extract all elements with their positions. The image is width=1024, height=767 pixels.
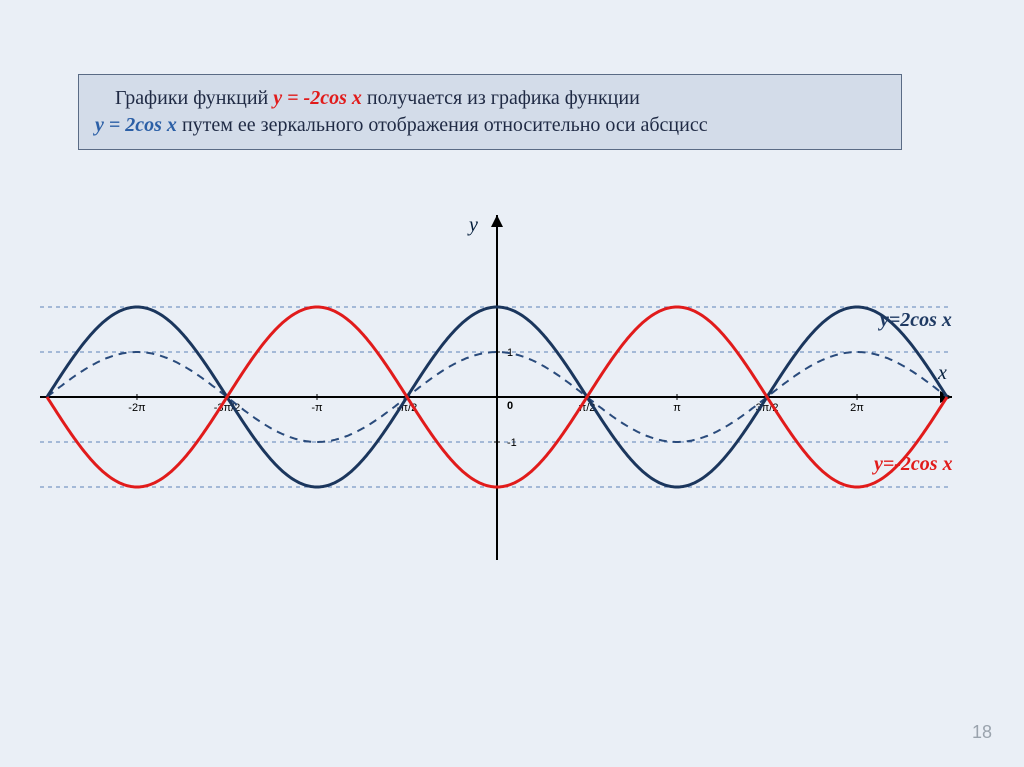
svg-text:y: y [467, 214, 478, 236]
svg-text:π: π [673, 402, 681, 414]
slide: { "title": { "line1_prefix": "\u00a0\u00… [0, 0, 1024, 767]
svg-text:0: 0 [507, 400, 513, 412]
svg-text:-π: -π [311, 402, 323, 414]
svg-text:2π: 2π [850, 402, 864, 414]
svg-text:x: x [937, 362, 947, 384]
page-number: 18 [972, 722, 992, 743]
svg-text:y=-2cos x: y=-2cos x [872, 453, 953, 475]
svg-text:-1: -1 [507, 437, 517, 449]
svg-text:y=2cos x: y=2cos x [878, 309, 952, 331]
function-chart: -2π-3π/2-π-π/2π/2π3π/22π10-1yxy=2cos xy=… [0, 0, 1024, 767]
svg-text:-2π: -2π [128, 402, 146, 414]
